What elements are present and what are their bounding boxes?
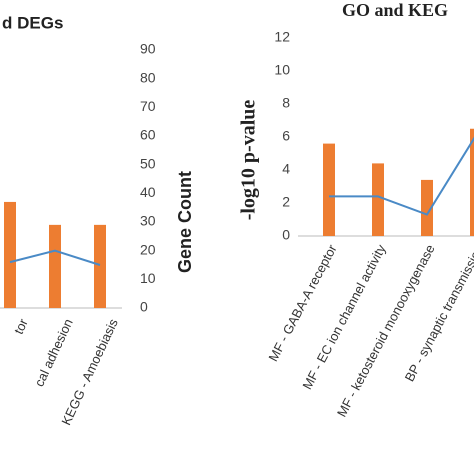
bar: [421, 179, 433, 236]
y-tick-label: 50: [140, 155, 156, 171]
y-tick-label: 4: [282, 161, 290, 177]
bar: [372, 163, 384, 236]
line: [9, 249, 101, 266]
y-tick-label: 30: [140, 213, 156, 229]
y-tick-label: 40: [140, 184, 156, 200]
bar: [470, 128, 474, 236]
x-tick-label: tor: [11, 316, 31, 337]
x-tick-label: cal adhesion: [31, 316, 75, 388]
chart-title: d DEGs: [2, 13, 63, 32]
y-tick-label: 20: [140, 241, 156, 257]
x-tick-label: MF - EC ion channel activity: [299, 242, 388, 392]
y-tick-label: 0: [282, 227, 290, 243]
y-tick-label: 10: [274, 62, 290, 78]
chart-title: GO and KEG: [342, 0, 448, 20]
bar: [4, 201, 16, 308]
y-tick-label: 8: [282, 95, 290, 111]
bar: [94, 224, 106, 308]
y-tick-label: 6: [282, 128, 290, 144]
y-axis-label: -log10 p-value: [238, 100, 260, 221]
y2-axis-label: Gene Count: [175, 171, 195, 273]
y-tick-label: 12: [274, 29, 290, 45]
bar: [323, 143, 335, 236]
y-tick-label: 2: [282, 194, 290, 210]
bar: [49, 224, 61, 308]
y-tick-label: 10: [140, 270, 156, 286]
y-tick-label: 0: [140, 299, 148, 315]
y-tick-label: 60: [140, 127, 156, 143]
line: [329, 136, 474, 216]
x-tick-label: MF - ketosteroid monooxygenase: [334, 242, 438, 419]
y-tick-label: 70: [140, 98, 156, 114]
y-tick-label: 80: [140, 69, 156, 85]
y-tick-label: 90: [140, 41, 156, 57]
